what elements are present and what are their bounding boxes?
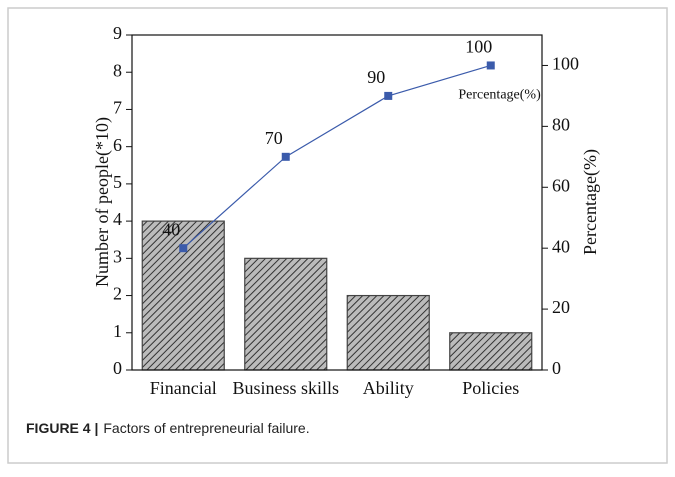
y2-tick-label: 80 (552, 114, 570, 134)
data-label: 90 (367, 67, 385, 87)
data-label: 70 (265, 128, 283, 148)
bar (346, 294, 430, 371)
y2-tick-label: 0 (552, 358, 561, 378)
caption-text: Factors of entrepreneurial failure. (103, 420, 309, 436)
caption: FIGURE 4 | Factors of entrepreneurial fai… (26, 420, 310, 436)
y-tick-label: 4 (113, 209, 122, 229)
x-tick-label: Business skills (232, 378, 339, 398)
marker (179, 244, 188, 253)
y2-tick-label: 60 (552, 175, 570, 195)
line (182, 64, 491, 249)
y-tick-label: 0 (113, 358, 122, 378)
legend-label: Percentage(%) (458, 88, 541, 103)
bar (244, 257, 328, 371)
figure-border (7, 7, 668, 464)
y-tick-label: 3 (113, 246, 122, 266)
x-tick-label: Policies (462, 378, 519, 398)
data-label: 100 (465, 37, 492, 57)
y-axis-label: Number of people(*10) (92, 117, 113, 287)
y2-tick-label: 20 (552, 297, 570, 317)
marker (281, 152, 290, 161)
marker (486, 61, 495, 70)
y2-tick-label: 40 (552, 236, 570, 256)
bar (141, 220, 225, 371)
y-tick-label: 6 (113, 135, 122, 155)
plot-frame (131, 34, 543, 371)
y-tick-label: 8 (113, 60, 122, 80)
y-tick-label: 7 (113, 98, 122, 118)
caption-label: FIGURE 4 | (26, 420, 98, 436)
bar (449, 332, 533, 371)
marker (384, 91, 393, 100)
data-label: 40 (162, 219, 180, 239)
y-tick-label: 1 (113, 321, 122, 341)
x-tick-label: Ability (363, 378, 414, 398)
y-tick-label: 2 (113, 284, 122, 304)
y-tick-label: 9 (113, 23, 122, 43)
y2-tick-label: 100 (552, 54, 579, 74)
y-tick-label: 5 (113, 172, 122, 192)
y2-axis-label: Percentage(%) (580, 149, 601, 255)
x-tick-label: Financial (150, 378, 217, 398)
